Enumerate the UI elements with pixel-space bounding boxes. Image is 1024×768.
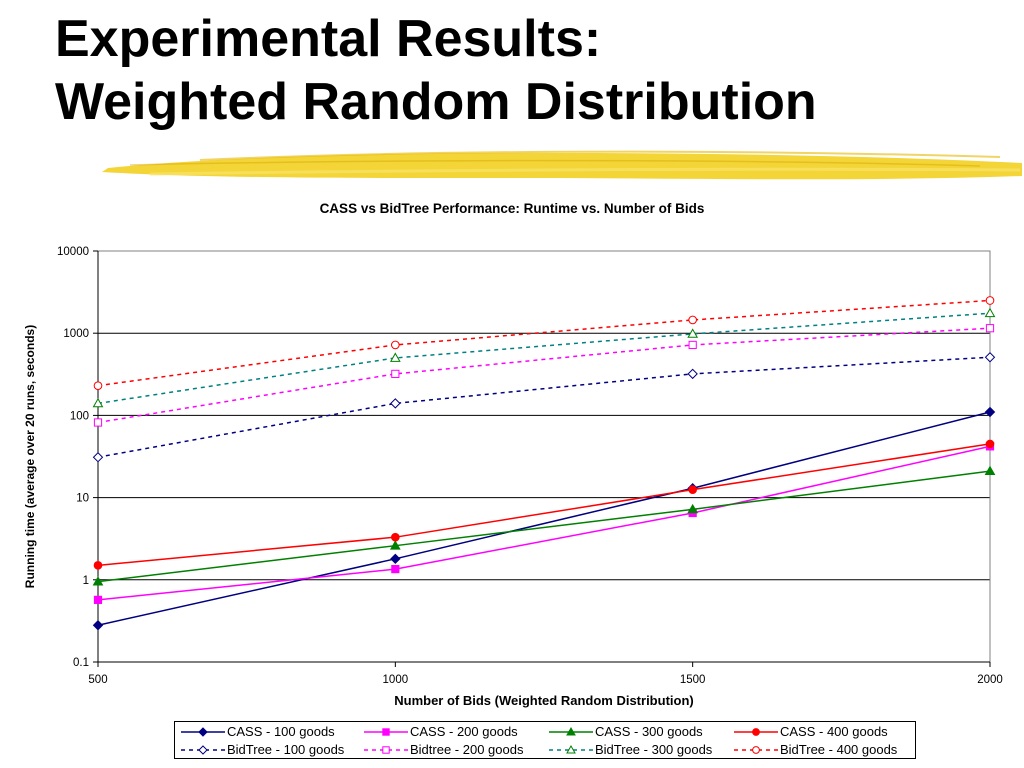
legend-swatch <box>549 744 593 754</box>
legend-label: CASS - 200 goods <box>410 724 518 739</box>
y-tick-label: 10 <box>76 493 89 505</box>
series-lines <box>92 296 996 631</box>
axis-ticks: 0.1 1 10 100 1000 10000 500 1000 1500 2000 <box>57 246 1003 686</box>
data-point <box>984 352 996 363</box>
data-point <box>984 307 996 318</box>
data-point <box>382 728 390 736</box>
data-point <box>390 553 401 565</box>
y-tick-label: 10000 <box>57 246 89 258</box>
data-point <box>93 561 103 570</box>
series-line <box>97 299 991 387</box>
series-cass-100-goods <box>92 406 996 631</box>
data-point <box>687 503 699 514</box>
y-tick-label: 1000 <box>63 328 89 340</box>
series-line <box>97 356 991 458</box>
legend-label: Bidtree - 200 goods <box>410 742 524 757</box>
data-point <box>92 620 104 631</box>
legend-item: BidTree - 400 goods <box>730 741 910 759</box>
data-point <box>566 744 576 754</box>
data-point <box>93 381 103 390</box>
data-point <box>688 315 697 325</box>
series-bidtree-400-goods <box>93 296 995 390</box>
data-point <box>985 439 995 449</box>
data-point <box>92 452 104 463</box>
legend-label: CASS - 100 goods <box>227 724 335 739</box>
series-bidtree-200-goods <box>93 324 995 427</box>
data-point <box>389 540 401 550</box>
data-point <box>984 406 996 418</box>
legend-label: BidTree - 400 goods <box>780 742 898 757</box>
x-tick-label: 1000 <box>383 674 409 686</box>
data-point <box>985 324 995 333</box>
y-tick-label: 0.1 <box>73 657 89 669</box>
legend-swatch <box>364 746 408 754</box>
data-point <box>688 485 697 494</box>
legend-swatch <box>181 745 225 755</box>
x-tick-label: 500 <box>88 674 107 686</box>
data-point <box>93 595 103 604</box>
data-point <box>687 328 699 338</box>
legend-item: CASS - 300 goods <box>545 723 725 741</box>
data-point <box>391 564 400 574</box>
x-tick-label: 2000 <box>977 674 1003 686</box>
legend-swatch <box>549 726 593 736</box>
data-point <box>391 369 400 378</box>
legend-label: BidTree - 300 goods <box>595 742 713 757</box>
highlighter-stroke <box>102 150 1022 180</box>
slide-title-line1: Experimental Results: <box>55 10 602 68</box>
slide-title: Experimental Results: Weighted Random Di… <box>55 8 1015 134</box>
data-point <box>92 576 104 586</box>
legend-label: BidTree - 100 goods <box>227 742 345 757</box>
gridlines <box>98 332 990 581</box>
series-line <box>97 443 991 567</box>
legend-item: CASS - 400 goods <box>730 723 910 741</box>
data-point <box>687 368 698 380</box>
series-line <box>97 312 991 405</box>
data-point <box>198 745 208 755</box>
legend-swatch <box>734 746 778 754</box>
data-point <box>752 728 760 736</box>
legend-swatch <box>364 728 408 736</box>
data-point <box>391 340 400 350</box>
data-point <box>752 746 760 754</box>
series-bidtree-100-goods <box>92 352 996 463</box>
legend-item: BidTree - 100 goods <box>177 741 357 759</box>
legend-item: BidTree - 300 goods <box>545 741 725 759</box>
chart-title: CASS vs BidTree Performance: Runtime vs.… <box>319 201 705 216</box>
data-point <box>566 726 576 736</box>
data-point <box>985 296 995 305</box>
series-line <box>97 327 991 424</box>
legend-swatch <box>181 727 225 737</box>
y-tick-label: 1 <box>83 575 89 587</box>
data-point <box>984 465 996 475</box>
legend-item: CASS - 200 goods <box>360 723 540 741</box>
y-axis-label: Running time (average over 20 runs, seco… <box>23 325 37 588</box>
plot-frame <box>97 250 991 663</box>
series-line <box>97 470 991 583</box>
y-tick-label: 100 <box>70 410 89 422</box>
chart-legend: CASS - 100 goods CASS - 200 goods CASS -… <box>174 721 916 759</box>
series-cass-300-goods <box>92 465 996 586</box>
line-chart: 0.1 1 10 100 1000 10000 500 1000 1500 2000 Number… <box>23 246 1003 708</box>
data-point <box>382 746 390 754</box>
legend-label: CASS - 400 goods <box>780 724 888 739</box>
data-point <box>92 397 104 408</box>
data-point <box>688 340 697 350</box>
legend-item: Bidtree - 200 goods <box>360 741 540 759</box>
legend-item: CASS - 100 goods <box>177 723 357 741</box>
series-line <box>97 445 991 601</box>
x-tick-label: 1500 <box>680 674 706 686</box>
x-axis-label: Number of Bids (Weighted Random Distribu… <box>394 693 693 708</box>
series-line <box>97 411 991 626</box>
data-point <box>390 398 401 409</box>
data-point <box>389 352 401 362</box>
series-bidtree-300-goods <box>92 307 996 408</box>
legend-label: CASS - 300 goods <box>595 724 703 739</box>
series-cass-400-goods <box>93 439 995 570</box>
slide-title-line2: Weighted Random Distribution <box>55 73 817 131</box>
legend-swatch <box>734 728 778 736</box>
data-point <box>198 727 208 737</box>
data-point <box>391 532 400 542</box>
data-point <box>93 418 103 427</box>
